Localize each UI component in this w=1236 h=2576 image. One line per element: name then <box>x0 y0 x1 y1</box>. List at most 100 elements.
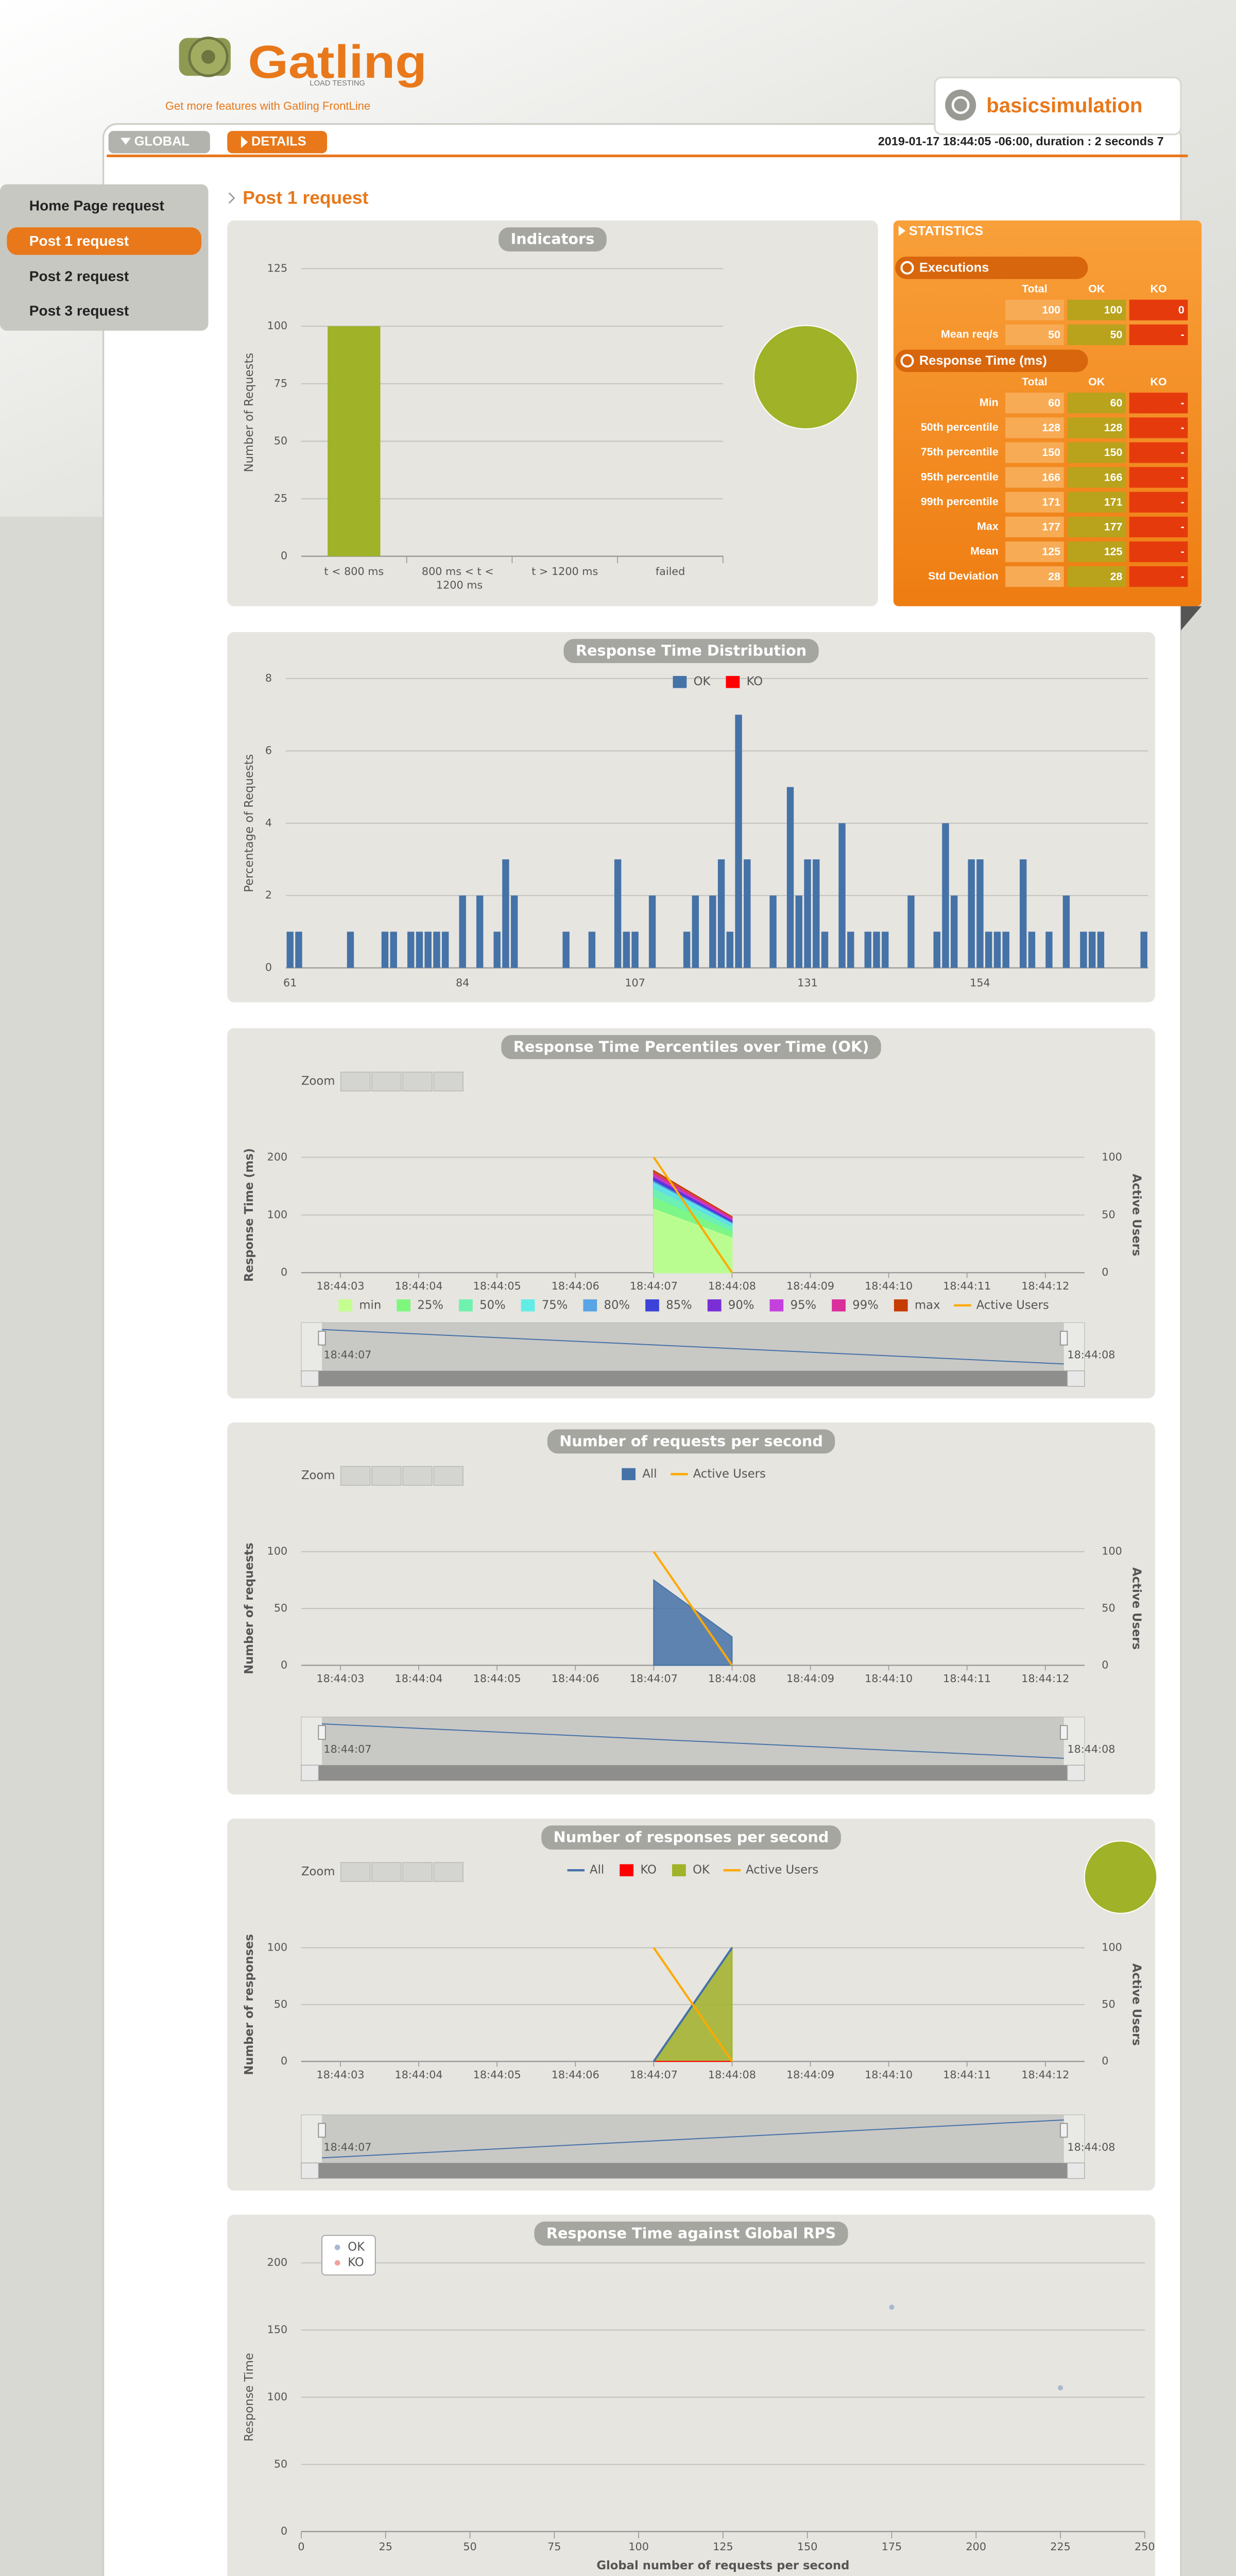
bar <box>813 859 820 968</box>
simulation-icon <box>945 89 976 121</box>
stats-title: STATISTICS <box>909 224 983 238</box>
y2-axis-title: Active Users <box>1130 1567 1143 1650</box>
scrollbar-button[interactable] <box>301 1765 319 1781</box>
cell-value: 60 <box>1048 397 1060 409</box>
menu-item[interactable]: Post 3 request <box>29 302 129 318</box>
y-tick-label: 200 <box>267 2256 288 2268</box>
navigator-handle[interactable] <box>318 1725 326 1740</box>
bar <box>1020 859 1027 968</box>
section-title: Executions <box>919 261 989 275</box>
legend-label: 50% <box>479 1298 505 1312</box>
zoom-button[interactable] <box>340 1466 371 1486</box>
y-tick-label: 4 <box>265 817 272 829</box>
cell-value: - <box>1181 521 1184 533</box>
simulation-box <box>934 76 1182 135</box>
zoom-button[interactable] <box>433 1072 464 1092</box>
navigator-handle[interactable] <box>318 1331 326 1346</box>
cell-value: 150 <box>1104 446 1123 459</box>
tab-details[interactable] <box>227 131 328 154</box>
bar <box>864 931 871 968</box>
scrollbar <box>301 1370 1085 1386</box>
legend-label: OK <box>693 1863 710 1877</box>
legend-label: 90% <box>728 1298 754 1312</box>
cell <box>1129 566 1188 587</box>
y2-axis-title: Active Users <box>1130 1963 1143 2046</box>
y2-tick-label: 100 <box>1102 1150 1122 1163</box>
y-tick-label: 100 <box>267 1941 288 1954</box>
promo-link[interactable]: Get more features with Gatling FrontLine <box>165 99 370 112</box>
y-tick-label: 0 <box>281 2055 287 2067</box>
legend-box <box>321 2234 376 2276</box>
tab-global[interactable] <box>108 131 210 154</box>
tab-label[interactable]: DETAILS <box>251 134 306 149</box>
y-tick-label: 8 <box>265 672 272 684</box>
y-tick-label: 100 <box>267 319 288 332</box>
title-pill <box>541 1825 841 1850</box>
cell-value: - <box>1181 446 1184 459</box>
title-pill <box>547 1429 835 1454</box>
zoom-button[interactable] <box>371 1466 402 1486</box>
row-label: 50th percentile <box>921 421 999 433</box>
bar <box>1062 895 1070 968</box>
row-label: 99th percentile <box>921 495 999 507</box>
x-tick-label: 18:44:07 <box>630 2069 678 2081</box>
cell <box>1067 324 1126 345</box>
navigator-label: 18:44:07 <box>323 2141 371 2153</box>
legend: OK KO <box>673 675 763 688</box>
navigator-handle[interactable] <box>1060 1331 1068 1346</box>
y-axis-title: Number of requests <box>243 1543 256 1674</box>
x-tick-label: 18:44:06 <box>552 1280 599 1292</box>
scrollbar-button[interactable] <box>1067 1370 1085 1387</box>
stats-shadow <box>1181 606 1202 631</box>
menu-item[interactable]: Post 2 request <box>29 268 129 284</box>
scrollbar-button[interactable] <box>1067 2162 1085 2179</box>
y-tick-label: 150 <box>267 2324 288 2336</box>
bar <box>648 895 656 968</box>
navigator-handle[interactable] <box>1060 1725 1068 1740</box>
zoom-button[interactable] <box>402 1466 433 1486</box>
cell <box>1005 393 1064 414</box>
y-tick-label: 25 <box>274 492 287 504</box>
legend-label: min <box>359 1298 381 1312</box>
scrollbar-button[interactable] <box>1067 1765 1085 1781</box>
cell <box>1129 492 1188 513</box>
bar <box>416 931 423 968</box>
cell-value: 100 <box>1104 303 1123 316</box>
section-header <box>895 257 1088 279</box>
y-tick-label: 50 <box>274 434 287 447</box>
bar <box>804 859 811 968</box>
navigator-handle[interactable] <box>318 2123 326 2138</box>
zoom-button[interactable] <box>433 1466 464 1486</box>
scrollbar-button[interactable] <box>301 2162 319 2179</box>
cell <box>1067 393 1126 414</box>
zoom-button[interactable] <box>402 1862 433 1882</box>
navigator-handle[interactable] <box>1060 2123 1068 2138</box>
x-tick-label: 131 <box>797 977 818 989</box>
menu-item[interactable]: Post 1 request <box>29 233 129 249</box>
tab-label[interactable]: GLOBAL <box>134 134 190 149</box>
pie-slice <box>1084 1840 1158 1914</box>
bar <box>441 931 449 968</box>
cell <box>1067 299 1126 320</box>
menu-item[interactable]: Home Page request <box>29 198 164 214</box>
cell <box>1067 442 1126 463</box>
logo-subtitle: LOAD TESTING <box>310 79 365 88</box>
scrollbar <box>301 1765 1085 1781</box>
zoom-button[interactable] <box>402 1072 433 1092</box>
logo[interactable]: Gatling LOAD TESTING <box>179 36 427 88</box>
zoom-button[interactable] <box>433 1862 464 1882</box>
simulation-icon-ring <box>951 96 970 114</box>
zoom-button[interactable] <box>340 1862 371 1882</box>
scrollbar-button[interactable] <box>301 1370 319 1387</box>
y-tick-label: 0 <box>281 2525 287 2537</box>
legend-label: 85% <box>666 1298 692 1312</box>
pie-slice <box>753 325 858 430</box>
zoom-button[interactable] <box>371 1072 402 1092</box>
zoom-button[interactable] <box>371 1862 402 1882</box>
legend-marker <box>769 1299 784 1312</box>
y-axis-title: Number of responses <box>243 1934 256 2075</box>
zoom-button[interactable] <box>340 1072 371 1092</box>
bar <box>873 931 880 968</box>
y-tick-label: 200 <box>267 1150 288 1163</box>
